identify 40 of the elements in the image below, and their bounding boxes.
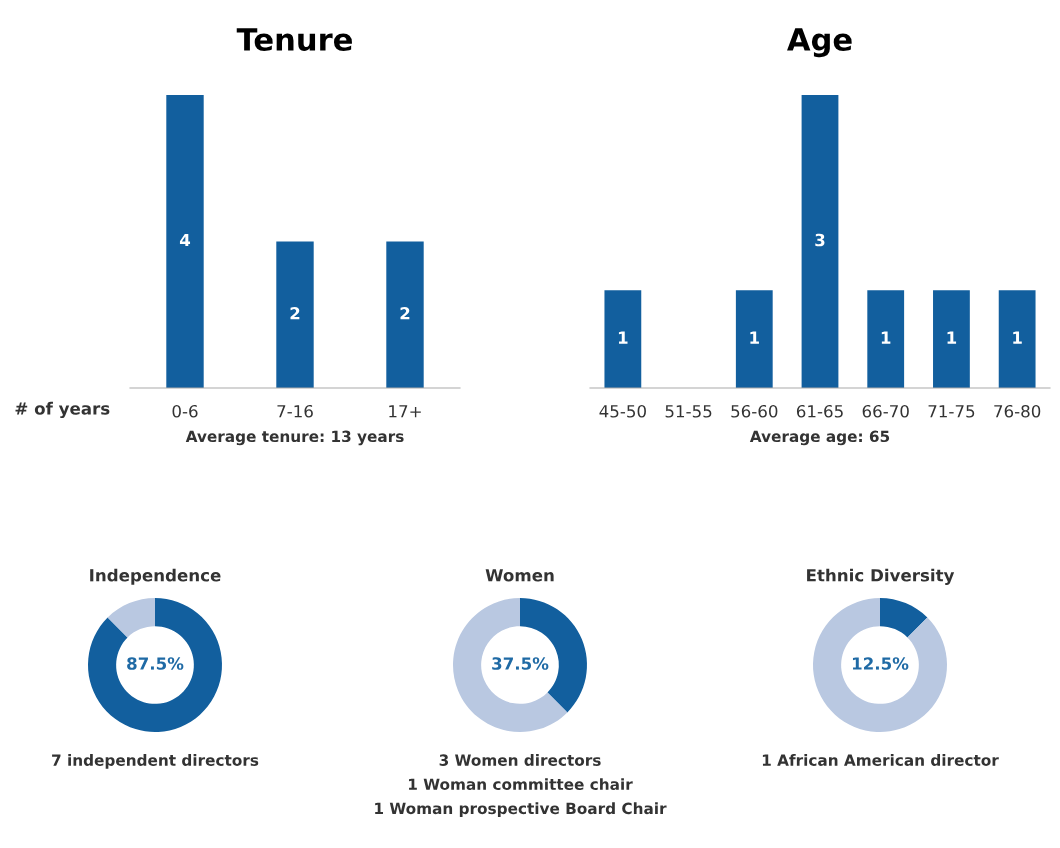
chart-title: Tenure [236,28,352,51]
data-label: 1 [750,331,759,344]
x-tick-label: 66-70 [862,404,909,418]
donut-slice [453,598,568,732]
text: 3 Women directors [439,754,601,766]
donut-slice [107,598,155,638]
chart-title: Women [485,569,554,582]
text: Average tenure: 13 years [185,430,404,446]
x-tick-label: 51-55 [665,405,712,418]
x-tick-label: 17+ [389,405,421,418]
donut-slice [88,598,222,732]
data-label: 1 [1013,331,1022,344]
x-tick-label: 56-60 [731,404,778,418]
data-label: 4 [179,233,191,247]
data-label: 1 [618,331,628,344]
data-label: 12.5% [852,657,909,670]
data-label: 37.5% [492,657,549,670]
chart-title: Ethnic Diversity [807,568,955,585]
data-label: 2 [290,306,300,320]
data-label: 87.5% [127,657,184,670]
x-tick-label: 76-80 [994,404,1041,418]
text: Average age: 65 [749,430,890,446]
text: 1 Woman committee chair [408,778,633,791]
text: 1 Woman prospective Board Chair [375,802,667,818]
data-label: 2 [400,306,410,320]
donut-slice [813,598,947,732]
x-tick-label: 7-16 [277,404,313,418]
x-axis-title: # of years [15,401,110,419]
donut-slice [880,598,928,638]
text: 1 African American director [762,754,999,766]
x-tick-label: 0-6 [172,404,198,418]
chart-title: Age [787,28,852,58]
data-label: 1 [881,331,891,344]
chart-title: Independence [90,568,221,585]
data-label: 3 [815,233,825,247]
x-tick-label: 71-75 [928,405,975,418]
x-tick-label: 45-50 [599,404,646,418]
x-tick-label: 61-65 [796,404,843,418]
data-label: 1 [947,331,957,344]
text: 7 independent directors [52,754,259,769]
